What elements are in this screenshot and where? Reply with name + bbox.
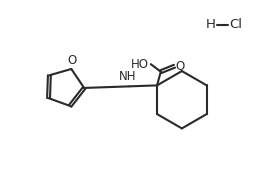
Text: H: H — [206, 19, 216, 31]
Text: NH: NH — [119, 70, 137, 83]
Text: O: O — [176, 60, 185, 73]
Text: Cl: Cl — [229, 19, 242, 31]
Text: HO: HO — [131, 58, 149, 71]
Text: O: O — [67, 54, 77, 67]
